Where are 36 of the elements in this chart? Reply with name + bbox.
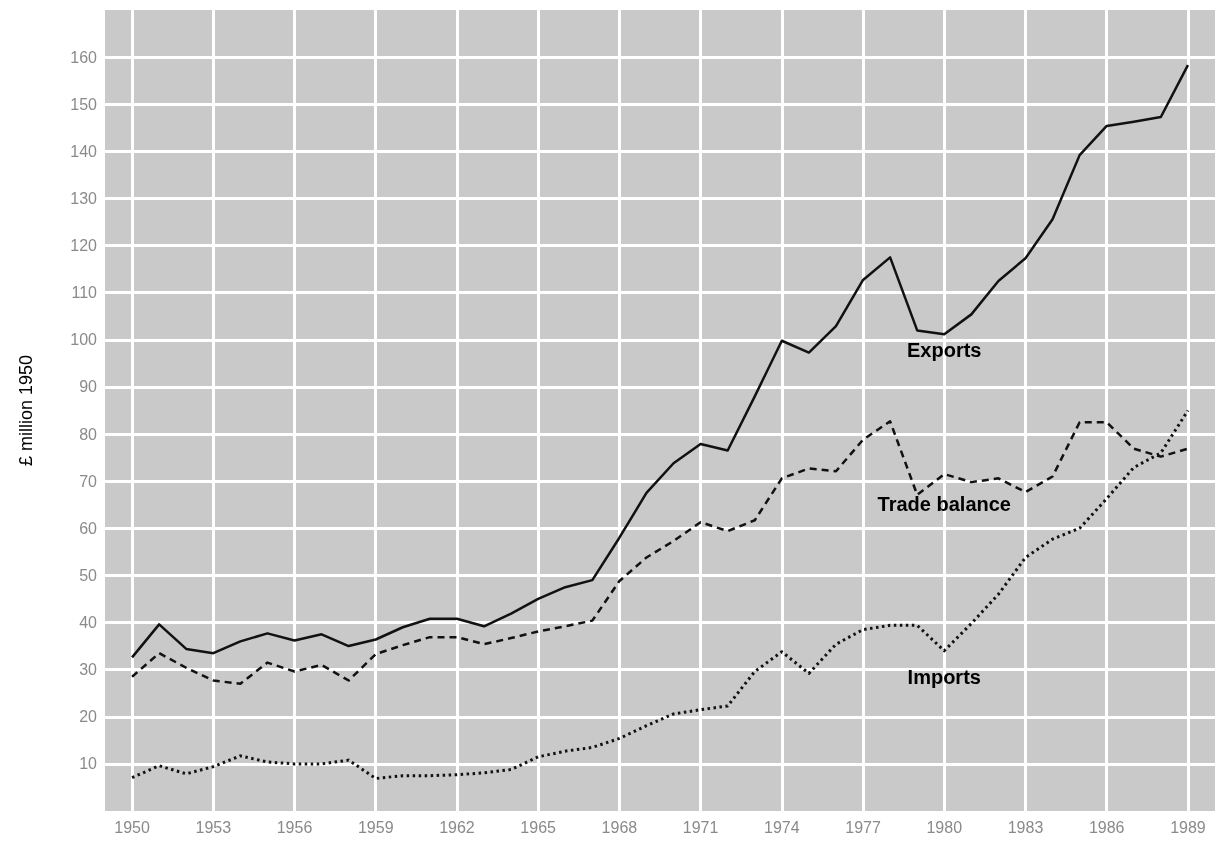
x-tick-label: 1968 bbox=[601, 818, 638, 836]
series-label: Exports bbox=[907, 339, 982, 362]
series-label: Trade balance bbox=[877, 493, 1011, 516]
y-tick-label: 130 bbox=[70, 189, 98, 207]
x-tick-label: 1959 bbox=[357, 818, 394, 836]
y-tick-label: 30 bbox=[79, 661, 98, 679]
x-tick-label: 1986 bbox=[1088, 818, 1125, 836]
x-tick-label: 1974 bbox=[764, 818, 800, 836]
y-tick-label: 20 bbox=[79, 708, 98, 726]
y-tick-label: 140 bbox=[70, 142, 98, 160]
x-tick-label: 1956 bbox=[276, 818, 313, 836]
y-tick-label: 80 bbox=[79, 425, 98, 443]
y-tick-label: 160 bbox=[70, 48, 98, 66]
x-tick-label: 1950 bbox=[114, 818, 150, 836]
y-tick-label: 100 bbox=[70, 331, 98, 349]
x-tick-label: 1977 bbox=[845, 818, 881, 836]
line-series bbox=[130, 63, 1190, 659]
y-tick-label: 90 bbox=[79, 378, 98, 396]
x-tick-label: 1953 bbox=[195, 818, 232, 836]
y-tick-label: 10 bbox=[79, 755, 98, 773]
x-tick-label: 1980 bbox=[926, 818, 963, 836]
x-tick-label: 1983 bbox=[1007, 818, 1044, 836]
x-tick-label: 1965 bbox=[520, 818, 557, 836]
y-tick-label: 50 bbox=[79, 566, 98, 584]
x-tick-label: 1989 bbox=[1170, 818, 1206, 836]
x-tick-label: 1962 bbox=[439, 818, 475, 836]
y-tick-label: 150 bbox=[70, 95, 98, 113]
y-axis-title: £ million 1950 bbox=[16, 354, 36, 467]
y-tick-label: 120 bbox=[70, 237, 98, 255]
y-tick-label: 70 bbox=[79, 472, 98, 490]
y-tick-label: 40 bbox=[79, 614, 98, 632]
series-label: Imports bbox=[907, 665, 981, 688]
y-tick-label: 110 bbox=[71, 284, 98, 302]
y-tick-label: 60 bbox=[79, 519, 98, 537]
line-series bbox=[130, 409, 1190, 780]
x-tick-label: 1971 bbox=[682, 818, 719, 836]
